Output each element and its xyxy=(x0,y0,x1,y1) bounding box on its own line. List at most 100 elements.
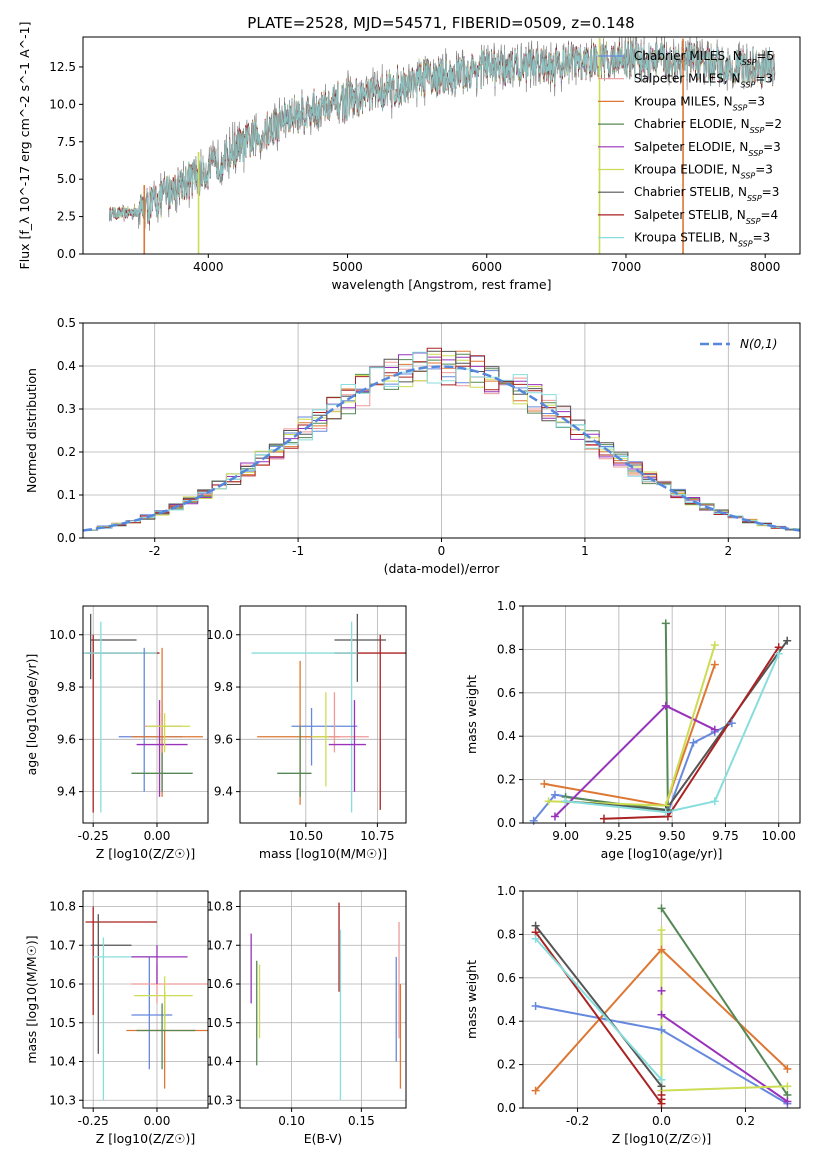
y-tick-label: 10.6 xyxy=(206,977,233,991)
plot-area xyxy=(250,902,402,1101)
plot-area xyxy=(109,37,776,254)
x-tick-label: 4000 xyxy=(193,260,224,274)
panel-spectrum: 4000 5000 6000 7000 8000 0.0 2.5 5.0 7.5 10.0 12.5… xyxy=(17,22,801,292)
panel-age-vs-mass: 10.50 10.75 9.4 9.6 9.8 10.0 mass [log10(M/M☉)… xyxy=(206,605,407,861)
y-tick-label: 10.5 xyxy=(49,1016,76,1030)
panel-residuals: -2 -1 0 1 2 0.0 0.1 0.2 0.3 0.4 0.5 (data-model)/er… xyxy=(24,316,801,576)
weight-line xyxy=(565,640,789,811)
x-tick-label: 5000 xyxy=(332,260,363,274)
x-tick-label: -2 xyxy=(149,544,161,558)
legend-label: Chabrier MILES, NSSP=5 xyxy=(634,49,774,67)
x-axis-label: wavelength [Angstrom, rest frame] xyxy=(331,277,551,292)
histogram-step xyxy=(83,351,800,531)
x-tick-label: 10.00 xyxy=(762,829,796,843)
y-tick-label: 0.1 xyxy=(57,488,76,502)
legend-label: Chabrier STELIB, NSSP=3 xyxy=(634,185,779,203)
y-tick-label: 0.0 xyxy=(497,816,516,830)
weight-line xyxy=(660,907,789,1096)
plot-area xyxy=(251,613,406,813)
axes-frame xyxy=(522,605,801,824)
y-tick-label: 10.0 xyxy=(49,628,76,642)
x-tick-label: 0.2 xyxy=(736,1114,755,1128)
x-tick-label: 0 xyxy=(438,544,446,558)
y-tick-label: 9.6 xyxy=(57,732,76,746)
legend-label: Kroupa ELODIE, NSSP=3 xyxy=(634,163,773,181)
x-tick-label: 0.00 xyxy=(144,829,171,843)
y-tick-label: 0.0 xyxy=(497,1101,516,1115)
x-axis-label: Z [log10(Z/Z☉)] xyxy=(612,1131,712,1146)
x-tick-label: 10.50 xyxy=(289,829,323,843)
y-tick-label: 5.0 xyxy=(57,172,76,186)
x-tick-label: 0.15 xyxy=(348,1114,375,1128)
x-tick-label: 8000 xyxy=(750,260,781,274)
x-tick-label: 1 xyxy=(581,544,589,558)
y-tick-label: 10.3 xyxy=(206,1093,233,1107)
y-tick-label: 0.6 xyxy=(497,686,516,700)
y-axis-label: mass weight xyxy=(464,675,479,754)
y-tick-label: 9.6 xyxy=(214,732,233,746)
weight-line xyxy=(565,653,780,814)
y-tick-label: 0.2 xyxy=(57,445,76,459)
y-axis-label: mass [log10(M/M☉)] xyxy=(24,935,39,1063)
y-tick-label: 0.5 xyxy=(57,316,76,330)
y-tick-label: 0.4 xyxy=(57,359,76,373)
plot-area xyxy=(532,623,789,822)
y-tick-label: 12.5 xyxy=(49,60,76,74)
y-axis-label: age [log10(age/yr)] xyxy=(24,654,39,776)
axes-frame xyxy=(82,890,209,1109)
y-tick-label: 0.4 xyxy=(497,1014,516,1028)
weight-line xyxy=(534,925,663,1087)
x-tick-label: 2 xyxy=(724,544,732,558)
y-tick-label: 10.3 xyxy=(49,1093,76,1107)
y-tick-label: 10.0 xyxy=(206,628,233,642)
weight-line xyxy=(534,931,663,1105)
axes-frame xyxy=(239,890,407,1109)
x-tick-label: -0.25 xyxy=(78,829,109,843)
legend-label: Chabrier ELODIE, NSSP=2 xyxy=(634,117,782,135)
y-tick-label: 9.8 xyxy=(214,680,233,694)
x-tick-label: 6000 xyxy=(471,260,502,274)
y-tick-label: 2.5 xyxy=(57,210,76,224)
x-axis-label: Z [log10(Z/Z☉)] xyxy=(96,1131,196,1146)
y-axis-label: Normed distribution xyxy=(24,368,39,493)
y-tick-label: 0.0 xyxy=(57,247,76,261)
legend-label: Kroupa STELIB, NSSP=3 xyxy=(634,231,770,249)
y-tick-label: 10.7 xyxy=(49,938,76,952)
legend-label: Kroupa MILES, NSSP=3 xyxy=(634,94,765,112)
plot-area xyxy=(85,906,208,1101)
panel-mass-vs-Z: -0.25 0.00 10.3 10.4 10.5 10.6 10.7 10.8 Z [log1… xyxy=(24,890,209,1146)
plot-area xyxy=(534,907,789,1105)
axes-frame xyxy=(239,605,407,824)
legend-label: Salpeter ELODIE, NSSP=3 xyxy=(634,140,781,158)
y-axis-label: Flux [f_λ 10^-17 erg cm^-2 s^-1 A^-1] xyxy=(17,22,32,270)
y-tick-label: 10.6 xyxy=(49,977,76,991)
x-axis-label: Z [log10(Z/Z☉)] xyxy=(96,846,196,861)
y-tick-label: 0.4 xyxy=(497,729,516,743)
x-tick-label: 10.75 xyxy=(360,829,394,843)
y-tick-label: 0.2 xyxy=(497,773,516,787)
x-axis-label: E(B-V) xyxy=(304,1131,343,1146)
y-tick-label: 1.0 xyxy=(497,599,516,613)
panel-massweight-vs-Z: -0.2 0.0 0.2 0.0 0.2 0.4 0.6 0.8 1.0 Z [log10(Z/Z… xyxy=(464,884,801,1146)
x-tick-label: -1 xyxy=(292,544,304,558)
spectrum-model-line xyxy=(109,40,776,223)
x-tick-label: 9.25 xyxy=(606,829,633,843)
panel-age-vs-Z: -0.25 0.00 9.4 9.6 9.8 10.0 Z [log10(Z/Z☉)] age… xyxy=(24,605,209,861)
y-tick-label: 9.4 xyxy=(214,785,233,799)
x-tick-label: 7000 xyxy=(611,260,642,274)
y-tick-label: 10.4 xyxy=(206,1055,233,1069)
legend-gaussian-label: N(0,1) xyxy=(740,337,777,351)
y-tick-label: 9.4 xyxy=(57,785,76,799)
y-tick-label: 9.8 xyxy=(57,680,76,694)
x-tick-label: 0.0 xyxy=(652,1114,671,1128)
axes-frame xyxy=(82,322,801,539)
x-tick-label: 9.00 xyxy=(552,829,579,843)
weight-line xyxy=(534,938,663,1081)
y-tick-label: 7.5 xyxy=(57,135,76,149)
y-tick-label: 10.4 xyxy=(49,1055,76,1069)
x-axis-label: mass [log10(M/M☉)] xyxy=(259,846,387,861)
axes-frame xyxy=(522,890,801,1109)
legend-label: Salpeter STELIB, NSSP=4 xyxy=(634,208,778,226)
legend: Chabrier MILES, NSSP=5 Salpeter MILES, NS… xyxy=(598,49,782,248)
